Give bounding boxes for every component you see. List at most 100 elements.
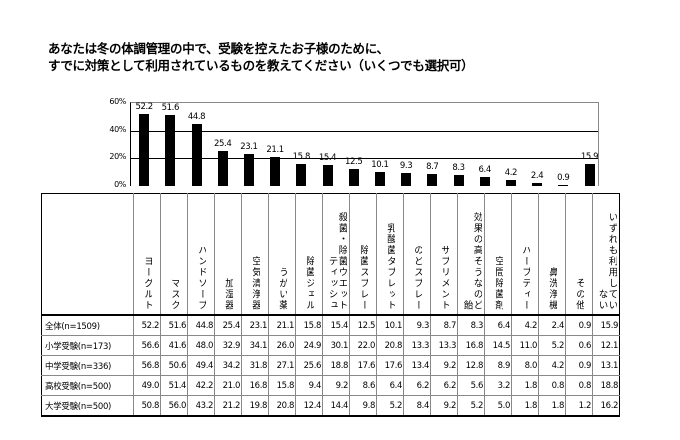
table-cell: 16.8 [241,375,269,396]
column-header: ハーブティー [511,193,539,316]
table-cell: 56.8 [133,355,161,376]
bar-value-label: 21.1 [266,144,284,155]
table-row: 小学受験(n=173) 56.6 41.6 48.0 32.9 34.1 26.0 24.9 3… [41,335,620,356]
column-header-text: 空気清浄器 [250,256,260,311]
table-cell: 14.4 [322,395,350,417]
bar-value-label: 2.4 [530,170,544,181]
bar [139,113,150,186]
column-header: ハンドソープ [187,193,215,316]
table-cell: 25.6 [295,355,323,376]
bar [165,114,176,186]
bar [453,174,464,186]
table-cell: 51.4 [160,375,188,396]
table-cell: 11.0 [511,335,539,356]
bar-value-label: 0.9 [557,172,570,183]
table-cell: 16.2 [592,395,620,417]
bar [270,156,281,186]
y-tick-label: 20% [109,152,126,162]
column-header-text-line2: ない [596,289,608,311]
table-cell: 18.8 [592,375,620,396]
row-label: 中学受験(n=336) [41,355,134,376]
data-table: ヨーグルト マスク ハンドソープ 加湿器 空気清浄器 うがい薬 除菌ジェル 殺菌・除菌ウエット… [41,193,620,417]
column-header-text: 加湿器 [223,278,233,311]
table-cell: 56.0 [160,395,188,417]
bar [479,177,490,186]
column-header-text: サプリメント [439,245,449,311]
column-header-text: ハーブティー [520,245,530,311]
table-row: 大学受験(n=500) 50.8 56.0 43.2 21.2 19.8 20.8 12.4 1… [41,395,620,417]
column-header-text: 殺菌・除菌ウエット [336,212,347,311]
table-cell: 52.2 [133,314,161,336]
table-cell: 9.2 [430,395,458,417]
table-cell: 0.8 [538,375,566,396]
table-cell: 49.4 [187,355,215,376]
table-cell: 1.8 [538,395,566,417]
bar [401,173,412,186]
column-header-text: 効果の高そうなのど [471,212,482,311]
table-cell: 0.9 [565,355,593,376]
bar [217,150,228,186]
table-cell: 20.8 [376,335,404,356]
table-cell: 1.8 [511,375,539,396]
table-cell: 24.9 [295,335,323,356]
chart-title: あなたは冬の体調管理の中で、受験を控えたお子様のために、 すでに対策として利用さ… [48,40,474,74]
table-row: 高校受験(n=500) 49.0 51.4 42.2 21.0 16.8 15.8 9.4 9.… [41,375,620,396]
table-cell: 9.2 [430,355,458,376]
table-cell: 5.0 [484,395,512,417]
table-cell: 25.4 [214,314,242,336]
table-cell: 22.0 [349,335,377,356]
table-cell: 56.6 [133,335,161,356]
table-cell: 5.6 [457,375,485,396]
table-cell: 8.0 [511,355,539,376]
table-cell: 5.2 [457,395,485,417]
table-corner-cell [41,193,134,316]
bar-value-label: 52.2 [135,101,153,112]
table-cell: 8.9 [484,355,512,376]
table-cell: 30.1 [322,335,350,356]
bar [243,154,254,186]
table-cell: 1.2 [565,395,593,417]
table-cell: 12.1 [592,335,620,356]
column-header-text: 乳酸菌タブレット [385,223,395,311]
bar [296,164,307,186]
table-cell: 13.3 [403,335,431,356]
table-cell: 9.2 [322,375,350,396]
column-header-text-line2: ティッシュ [326,256,338,311]
column-header: 乳酸菌タブレット [376,193,404,316]
bar-value-label: 12.5 [345,156,363,167]
bar-value-label: 10.1 [371,160,389,171]
table-cell: 6.2 [430,375,458,396]
row-label: 小学受験(n=173) [41,335,134,356]
table-cell: 10.1 [376,314,404,336]
bar-value-label: 15.9 [580,152,599,162]
table-cell: 13.4 [403,355,431,376]
bar [322,164,333,186]
table-row: 全体(n=1509) 52.2 51.6 44.8 25.4 23.1 21.1 15.8 15… [41,314,620,336]
table-cell: 27.1 [268,355,296,376]
column-header: 除菌ジェル [295,193,323,316]
table-cell: 15.8 [268,375,296,396]
title-line-1: あなたは冬の体調管理の中で、受験を控えたお子様のために、 [48,41,389,56]
bar-value-label: 23.1 [240,142,258,153]
table-cell: 3.2 [484,375,512,396]
table-cell: 0.9 [565,314,593,336]
table-cell: 8.4 [403,395,431,417]
column-header: 除菌スプレー [349,193,377,316]
table-cell: 6.4 [376,375,404,396]
column-header: 加湿器 [214,193,242,316]
table-cell: 14.5 [484,335,512,356]
y-tick-label: 40% [109,124,126,134]
bar-value-label: 6.4 [478,165,492,176]
column-header: うがい薬 [268,193,296,316]
column-header: 空気清浄器 [241,193,269,316]
table-cell: 42.2 [187,375,215,396]
table-cell: 17.6 [376,355,404,376]
bar-value-label: 4.2 [504,168,518,179]
row-label: 全体(n=1509) [41,314,134,336]
y-tick-label: 0% [114,180,126,189]
row-label: 高校受験(n=500) [41,375,134,396]
column-header-text: 空間除菌剤 [493,256,503,311]
bar-value-label: 15.4 [318,152,337,163]
column-header: その他 [565,193,593,316]
bar [532,182,543,186]
